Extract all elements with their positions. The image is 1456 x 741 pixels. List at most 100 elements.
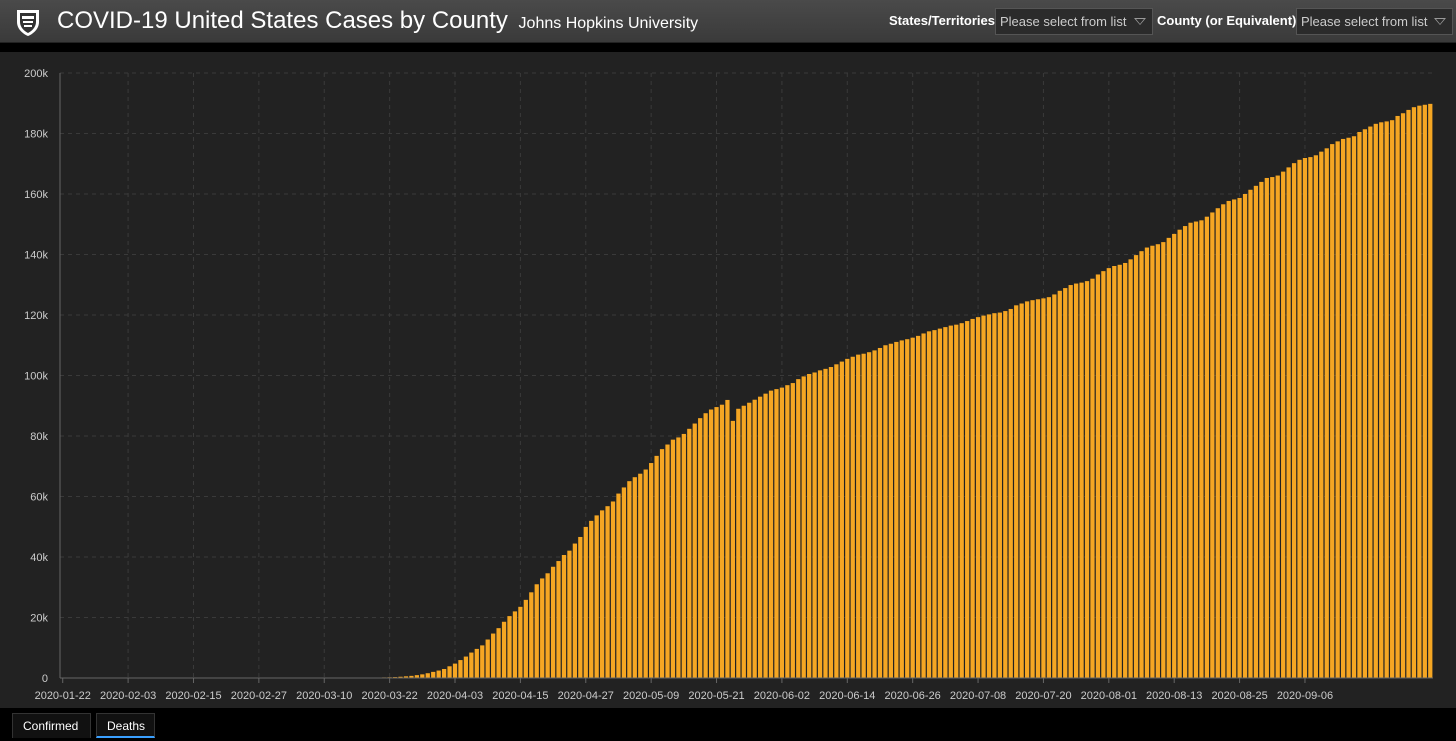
chart-bar: [687, 428, 692, 678]
chart-bar: [1041, 298, 1046, 678]
chart-bar: [1155, 244, 1160, 678]
chart-bar: [1150, 245, 1155, 679]
chart-bar: [1384, 121, 1389, 678]
chart-bar: [856, 354, 861, 678]
chart-bar: [725, 399, 730, 678]
chart-bar: [501, 621, 507, 678]
chart-bar: [1335, 141, 1340, 678]
chart-bar: [1106, 268, 1111, 678]
chart-bar: [1057, 290, 1062, 678]
chart-bar: [1014, 305, 1019, 678]
chart-bar: [970, 318, 975, 678]
y-tick-label: 40k: [30, 552, 48, 564]
chart-bar: [649, 463, 654, 678]
chart-bar: [567, 550, 572, 678]
x-tick-label: 2020-05-21: [688, 690, 744, 702]
x-tick-label: 2020-03-22: [361, 690, 417, 702]
chart-bar: [1003, 311, 1008, 678]
chart-bar: [474, 648, 479, 678]
states-select[interactable]: Please select from list: [995, 8, 1153, 35]
chart-bar: [1390, 120, 1395, 678]
chart-bar: [1024, 301, 1030, 678]
chart-bar: [512, 611, 518, 678]
chart-bar: [1297, 159, 1302, 678]
chart-bar: [1319, 151, 1324, 678]
chart-bar: [986, 314, 992, 678]
chart-bar: [1117, 264, 1122, 678]
chart-bar: [425, 673, 430, 678]
chart-bar: [1101, 271, 1106, 678]
chart-bar: [790, 383, 795, 678]
chart-bar: [420, 674, 425, 678]
tab-deaths-label: Deaths: [107, 719, 146, 733]
tab-deaths[interactable]: Deaths: [96, 713, 155, 738]
chart-bar: [948, 325, 953, 678]
chart-bar: [1166, 237, 1171, 679]
chart-bar: [556, 561, 561, 678]
chart-bar: [1340, 138, 1346, 678]
chart-bar: [441, 668, 447, 678]
chart-bar: [708, 409, 714, 678]
chart-bar: [414, 675, 419, 678]
chart-bar: [1052, 294, 1057, 678]
county-label: County (or Equivalent): [1157, 13, 1297, 28]
chart-bar: [1095, 274, 1101, 678]
chart-bar: [561, 555, 567, 678]
chart-bar: [1259, 181, 1264, 678]
tab-confirmed-label: Confirmed: [23, 719, 79, 733]
tab-confirmed[interactable]: Confirmed: [12, 713, 91, 738]
chart-bar: [469, 652, 474, 678]
chart-bar: [910, 337, 915, 678]
chart-bar: [518, 606, 523, 678]
chart-bar: [796, 379, 801, 678]
chart-bar: [491, 633, 496, 678]
chart-bar: [850, 356, 855, 678]
chart-bars: [267, 103, 1433, 679]
chart-bar: [1248, 189, 1253, 678]
chart-bar: [1079, 282, 1084, 678]
chart-bar: [583, 526, 588, 678]
x-tick-label: 2020-08-25: [1211, 690, 1267, 702]
chart-bar: [703, 413, 708, 678]
jhu-shield-logo-icon: [17, 10, 39, 36]
x-tick-label: 2020-08-01: [1081, 690, 1137, 702]
chart-bar: [1411, 107, 1417, 678]
chart-bar: [1275, 175, 1280, 679]
chart-bar: [877, 347, 883, 678]
chart-bar: [763, 393, 768, 678]
y-tick-label: 0: [42, 673, 48, 685]
chart-bar: [817, 370, 823, 678]
chart-bar: [1199, 220, 1204, 678]
chart-bar: [1428, 103, 1433, 679]
chart-bar: [1188, 222, 1193, 679]
chart-bar: [714, 407, 719, 678]
chart-bar: [1313, 155, 1318, 678]
chart-bar: [692, 423, 697, 678]
x-tick-label: 2020-07-08: [950, 690, 1006, 702]
chart-bar: [1302, 158, 1308, 678]
county-select[interactable]: Please select from list: [1296, 8, 1453, 35]
chart-bar: [1084, 281, 1090, 678]
chart-bar: [1193, 221, 1199, 678]
chart-bar: [1417, 105, 1422, 679]
chart-bar: [997, 312, 1002, 678]
chart-bar: [1177, 229, 1182, 678]
chart-bar: [1133, 255, 1139, 679]
chart-bar: [926, 331, 932, 678]
chart-bar: [447, 666, 452, 678]
chart-bar: [1112, 265, 1117, 678]
chart-bar: [1123, 262, 1128, 678]
chart-bar: [992, 313, 997, 678]
chart-bar: [654, 455, 659, 678]
chart-bar: [1161, 242, 1166, 678]
chart-bar: [665, 444, 670, 678]
x-tick-label: 2020-02-15: [165, 690, 221, 702]
chart-bar: [1068, 285, 1073, 678]
states-select-value: Please select from list: [1000, 14, 1127, 29]
chart-bar: [1046, 297, 1052, 678]
x-axis: 2020-01-22 2020-02-03 2020-02-15 2020-02-27…: [35, 677, 1433, 702]
chart-bar: [1144, 247, 1150, 679]
chart-bar: [578, 536, 583, 678]
chart-bar: [403, 676, 409, 678]
x-tick-label: 2020-05-09: [623, 690, 679, 702]
